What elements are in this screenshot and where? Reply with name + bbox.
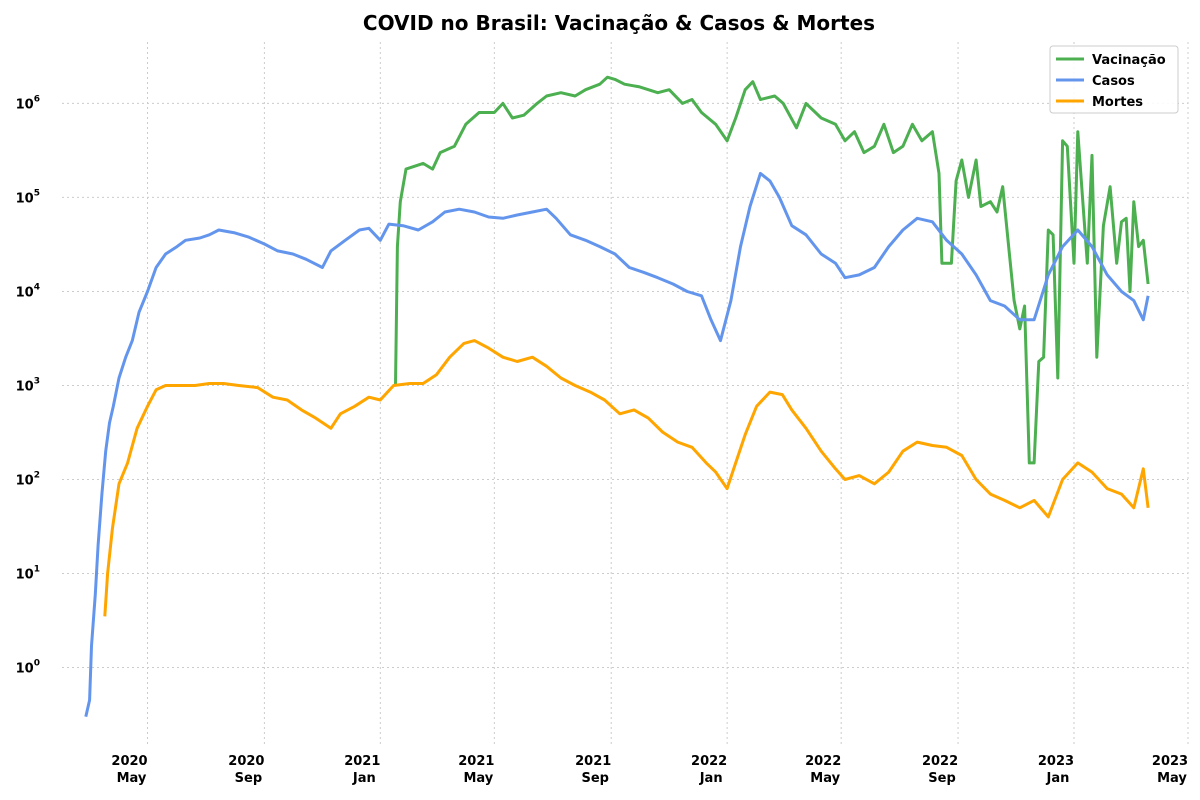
y-tick-label: 105: [16, 188, 40, 206]
y-tick-exponent: 4: [34, 282, 40, 292]
x-tick-year: 2021: [458, 754, 494, 769]
x-tick-year: 2022: [805, 754, 841, 769]
series-line-1: [394, 75, 1150, 465]
legend-box: [1049, 45, 1179, 114]
y-tick-base: 10: [16, 191, 34, 206]
y-tick-base: 10: [16, 568, 34, 583]
y-tick-base: 10: [16, 662, 34, 677]
grid: [62, 42, 1189, 745]
x-tick-month: May: [810, 771, 840, 786]
x-tick-year: 2021: [575, 754, 611, 769]
y-tick-base: 10: [16, 285, 34, 300]
legend-label: Vacinação: [1092, 53, 1166, 68]
legend-label: Casos: [1092, 74, 1135, 89]
x-tick-month: Jan: [1046, 771, 1070, 786]
y-tick-label: 101: [16, 565, 40, 583]
x-tick-month: Sep: [581, 771, 609, 786]
x-tick-month: Jan: [699, 771, 723, 786]
x-tick-year: 2021: [344, 754, 380, 769]
series-line-2: [84, 171, 1150, 718]
x-axis: 2020 May 2020 Sep 2021 Jan 2021 May 2021 Sep 2022 J…: [111, 754, 1188, 786]
plot-area: [84, 75, 1150, 718]
x-tick-year: 2022: [691, 754, 727, 769]
y-tick-label: 106: [16, 94, 40, 112]
y-tick-label: 103: [16, 376, 40, 394]
y-tick-exponent: 5: [34, 188, 40, 198]
series-line-3: [103, 339, 1150, 617]
x-tick-month: May: [463, 771, 493, 786]
x-tick-month: Sep: [928, 771, 956, 786]
y-tick-exponent: 0: [34, 659, 40, 669]
y-tick-base: 10: [16, 473, 34, 488]
x-tick-year: 2022: [922, 754, 958, 769]
x-tick-year: 2020: [111, 754, 147, 769]
y-tick-base: 10: [16, 97, 34, 112]
x-tick-month: May: [1157, 771, 1187, 786]
y-tick-label: 104: [16, 282, 40, 300]
y-tick-label: 102: [16, 470, 40, 488]
x-tick-month: Jan: [352, 771, 376, 786]
chart-title: COVID no Brasil: Vacinação & Casos & Mor…: [363, 11, 875, 35]
x-tick-year: 2023: [1038, 754, 1074, 769]
y-tick-exponent: 3: [34, 376, 40, 386]
y-tick-exponent: 1: [34, 565, 40, 575]
y-tick-label: 100: [16, 659, 40, 677]
y-tick-base: 10: [16, 379, 34, 394]
x-tick-year: 2020: [228, 754, 264, 769]
x-tick-year: 2023: [1152, 754, 1188, 769]
y-tick-exponent: 2: [34, 470, 40, 480]
y-tick-exponent: 6: [34, 94, 40, 104]
legend-label: Mortes: [1092, 95, 1143, 110]
x-tick-month: May: [117, 771, 147, 786]
x-tick-month: Sep: [235, 771, 263, 786]
legend: Vacinação Casos Mortes: [1049, 45, 1179, 114]
